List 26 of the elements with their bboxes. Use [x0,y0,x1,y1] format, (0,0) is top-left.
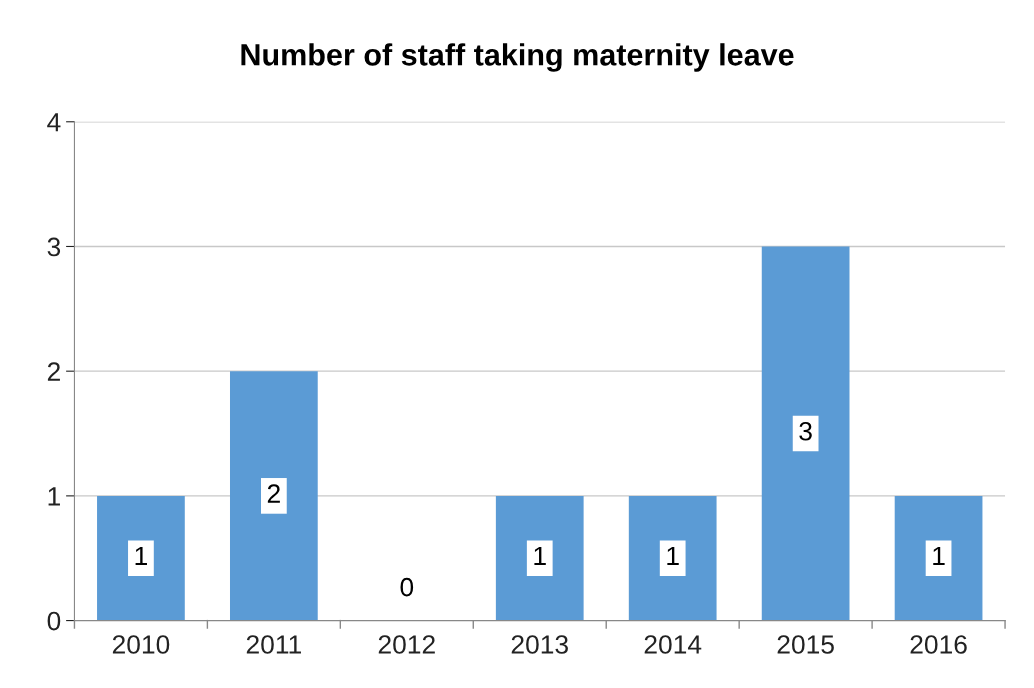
data-label: 1 [534,546,546,566]
bar [761,246,850,621]
y-tick-label: 4 [47,113,61,132]
x-tick-label: 2013 [511,635,568,654]
bar [628,495,717,621]
data-label: 2 [267,484,280,503]
x-tick-label: 2010 [112,635,170,654]
chart-title: Number of staff taking maternity leave [241,43,794,72]
x-tick-label: 2012 [378,635,435,654]
data-label: 0 [400,577,414,597]
y-tick-label: 0 [47,611,61,631]
data-label: 1 [667,546,679,566]
data-label: 1 [933,546,945,566]
x-tick-label: 2015 [777,635,834,654]
bar [894,495,983,621]
y-tick-label: 3 [47,237,61,257]
y-tick-label: 1 [48,487,60,506]
y-tick-label: 2 [47,362,60,381]
data-label: 1 [135,546,147,566]
bar [97,495,185,621]
x-tick-label: 2016 [910,635,967,654]
x-tick-label: 2014 [644,635,702,654]
data-label: 3 [799,421,812,441]
bar [495,495,584,621]
x-tick-label: 2011 [246,635,301,654]
bar [229,371,318,621]
